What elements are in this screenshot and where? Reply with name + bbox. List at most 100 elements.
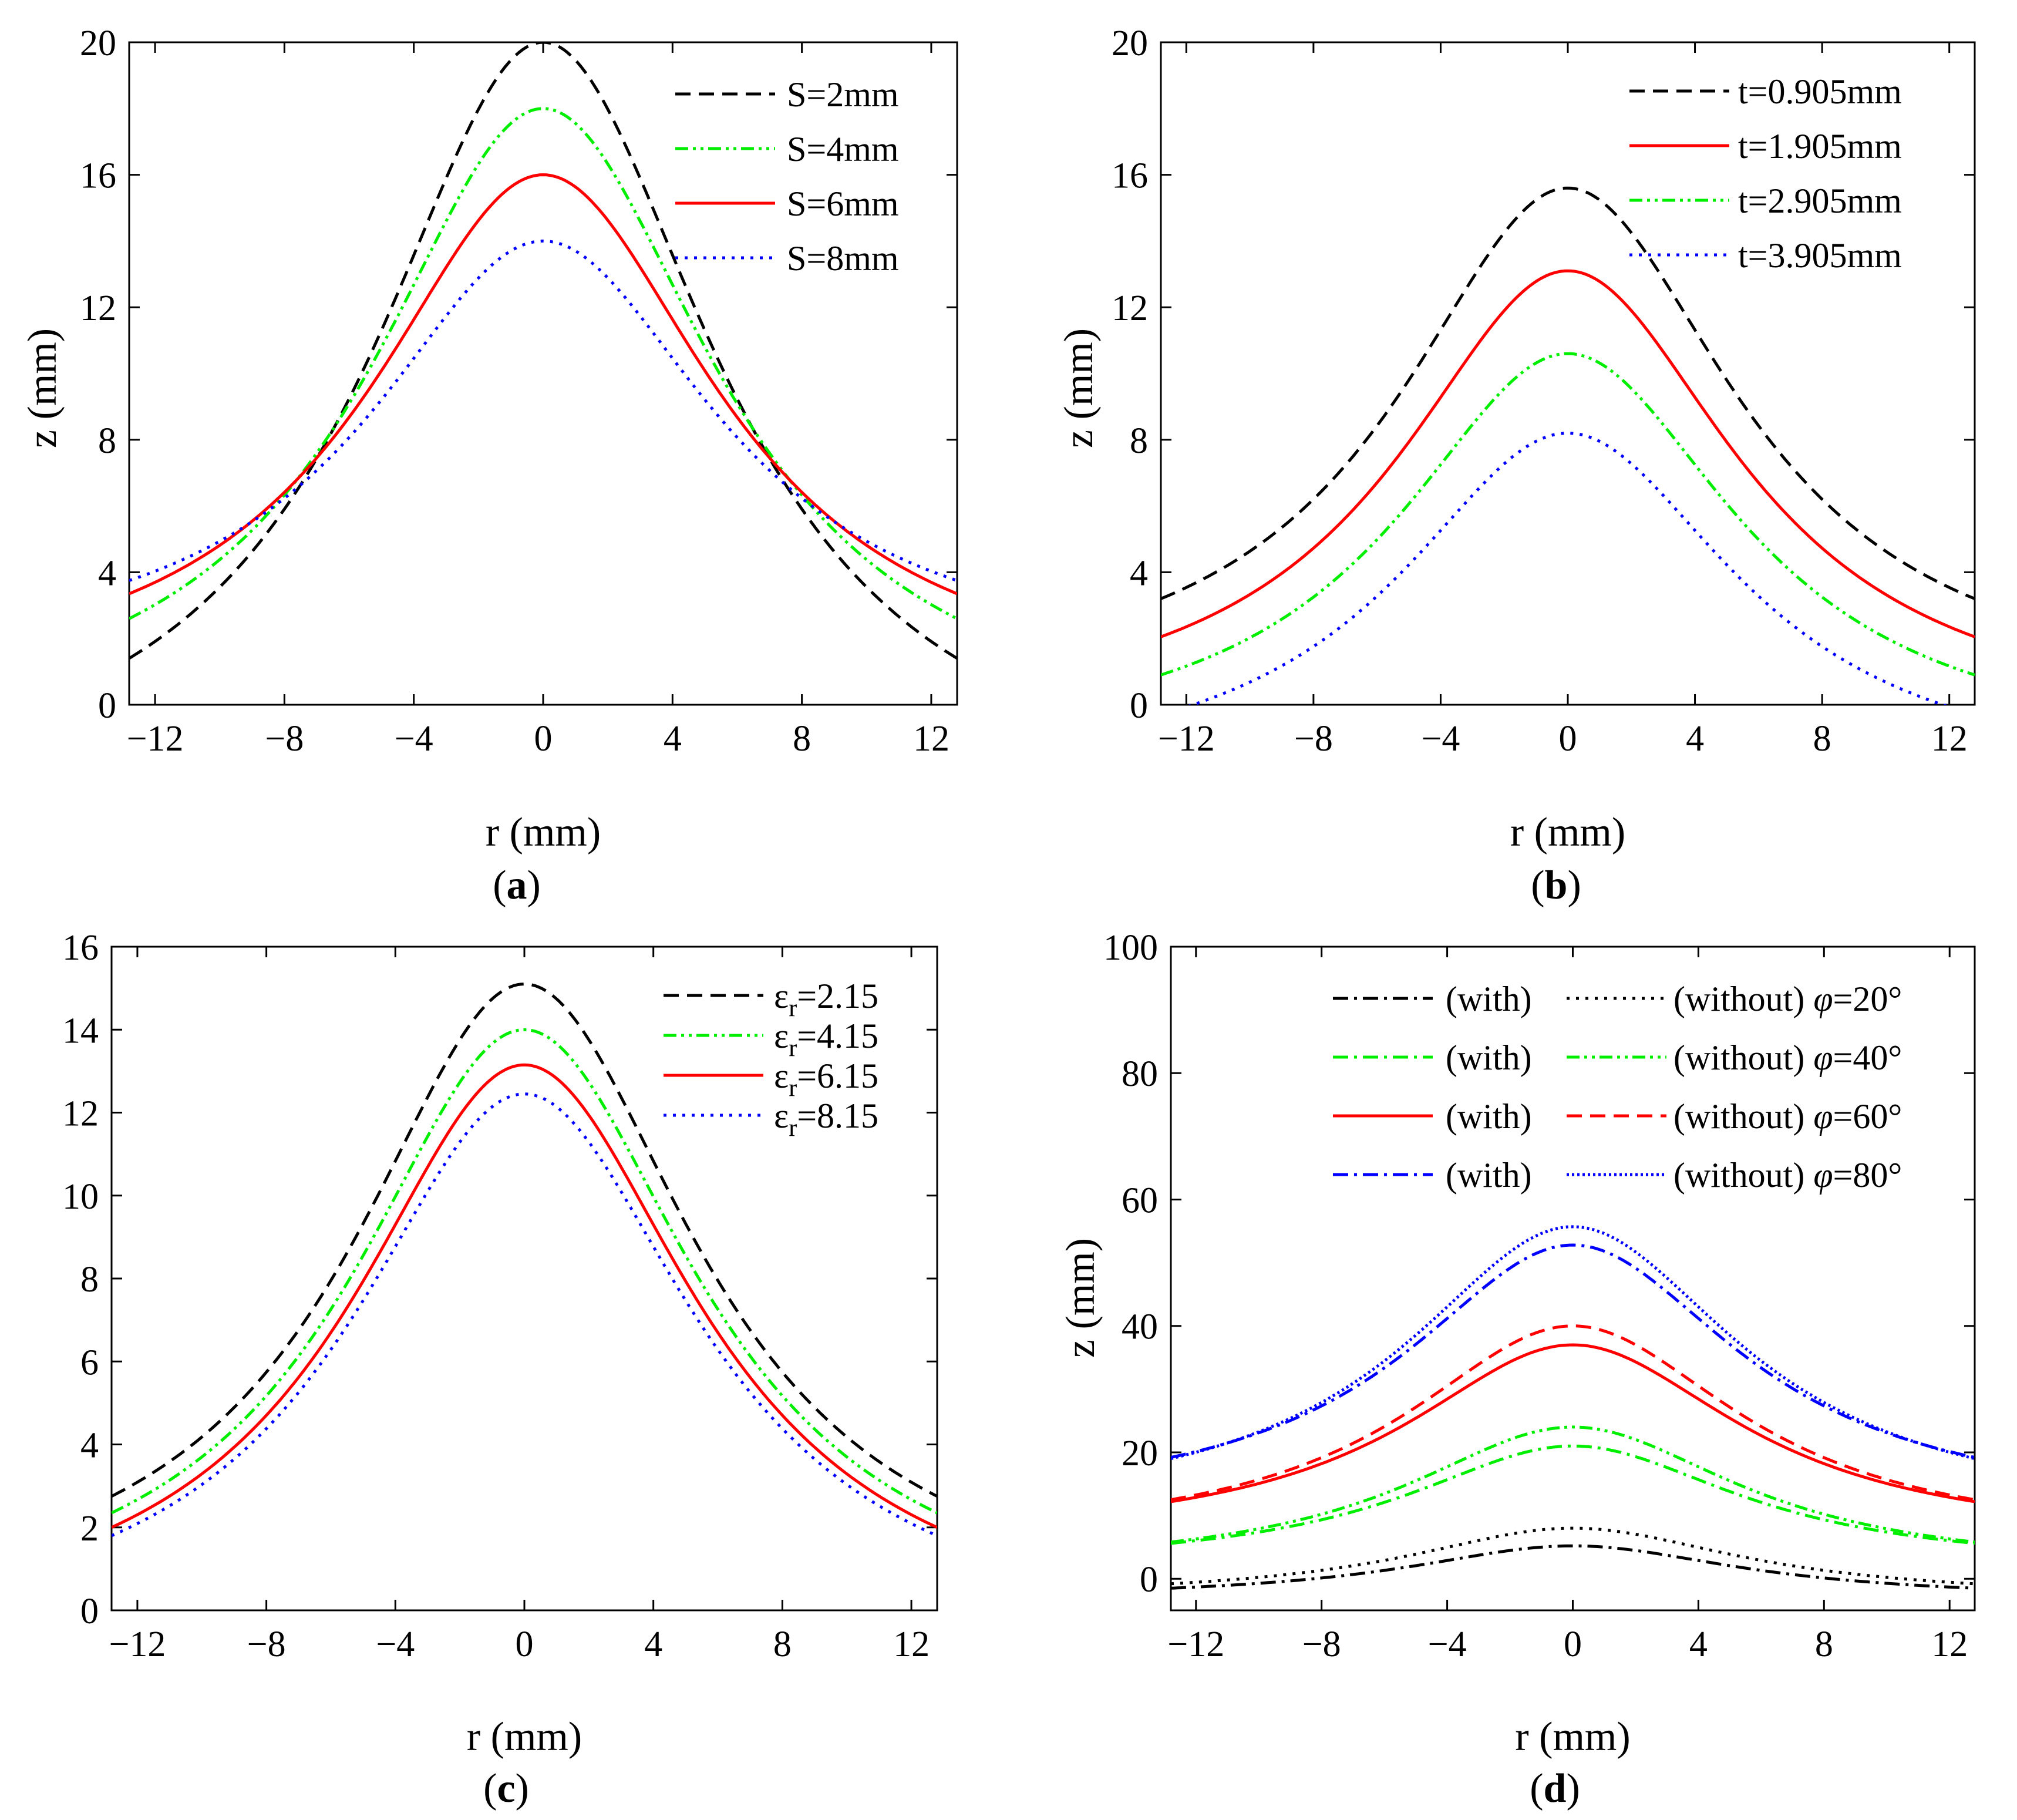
x-tick-label: 4 bbox=[644, 1624, 662, 1664]
y-tick-label: 8 bbox=[98, 421, 116, 461]
x-tick-label: 12 bbox=[893, 1624, 930, 1664]
series-line bbox=[112, 1028, 937, 1515]
x-tick-label: 12 bbox=[913, 719, 949, 759]
series-line bbox=[1161, 186, 1975, 600]
y-axis-label: z (mm) bbox=[1058, 1238, 1103, 1358]
legend-label: t=0.905mm bbox=[1738, 72, 1902, 111]
series-line bbox=[129, 239, 957, 582]
y-axis-label: z (mm) bbox=[1056, 328, 1102, 448]
legend-with-label: (with) bbox=[1446, 1038, 1532, 1077]
y-tick-label: 12 bbox=[1112, 288, 1148, 328]
legend-without-label: (without) φ=40° bbox=[1673, 1038, 1902, 1077]
series-line bbox=[1171, 1526, 1975, 1586]
y-tick-label: 10 bbox=[62, 1177, 99, 1217]
x-tick-label: 8 bbox=[793, 719, 811, 759]
x-tick-label: 0 bbox=[516, 1624, 534, 1664]
y-tick-label: 4 bbox=[98, 553, 116, 593]
x-axis-label: r (mm) bbox=[486, 810, 601, 855]
y-tick-label: 12 bbox=[62, 1094, 99, 1134]
x-tick-label: −12 bbox=[109, 1624, 166, 1664]
y-tick-label: 8 bbox=[80, 1260, 99, 1300]
x-tick-label: −12 bbox=[1158, 719, 1215, 759]
series-line bbox=[1161, 352, 1975, 677]
y-tick-label: 20 bbox=[1112, 23, 1148, 63]
y-tick-label: 8 bbox=[1130, 421, 1148, 461]
x-tick-label: −8 bbox=[1302, 1624, 1341, 1664]
x-axis-label: r (mm) bbox=[1510, 810, 1625, 855]
legend-label: S=8mm bbox=[787, 239, 899, 278]
x-tick-label: 0 bbox=[534, 719, 553, 759]
series-line bbox=[129, 173, 957, 596]
legend-with-label: (with) bbox=[1446, 980, 1532, 1018]
y-tick-label: 4 bbox=[1130, 553, 1148, 593]
y-tick-label: 40 bbox=[1122, 1307, 1158, 1347]
x-axis-label: r (mm) bbox=[467, 1714, 582, 1760]
y-tick-label: 14 bbox=[62, 1011, 99, 1051]
x-tick-label: 4 bbox=[1689, 1624, 1708, 1664]
x-tick-label: −8 bbox=[1294, 719, 1333, 759]
legend-label: t=3.905mm bbox=[1738, 236, 1902, 275]
x-tick-label: −4 bbox=[395, 719, 433, 759]
x-tick-label: −4 bbox=[376, 1624, 415, 1664]
y-tick-label: 2 bbox=[80, 1509, 99, 1549]
series-line bbox=[1171, 1243, 1975, 1459]
x-tick-label: −12 bbox=[1167, 1624, 1224, 1664]
panel-label: (b) bbox=[1531, 863, 1581, 908]
legend-label: S=2mm bbox=[787, 75, 899, 114]
x-tick-label: 8 bbox=[1813, 719, 1831, 759]
x-axis-label: r (mm) bbox=[1515, 1714, 1630, 1760]
x-tick-label: 0 bbox=[1559, 719, 1577, 759]
legend-without-label: (without) φ=20° bbox=[1673, 980, 1902, 1018]
y-tick-label: 20 bbox=[1122, 1434, 1158, 1474]
y-axis-label: z (mm) bbox=[20, 328, 65, 448]
legend-with-label: (with) bbox=[1446, 1097, 1532, 1136]
chart-panel-c: −12 −8 −4 0 4 8 12 0 2 4 6 8 10 12 14 16 r (mm) (c) εr=2.1… bbox=[62, 928, 938, 1811]
chart-panel-b: −12 −8 −4 0 4 8 12 0 4 8 12 16 20 r (mm) z (mm) (b) t=0.… bbox=[1056, 23, 1976, 908]
legend-label: S=6mm bbox=[787, 184, 899, 223]
y-tick-label: 16 bbox=[62, 928, 99, 968]
x-tick-label: 12 bbox=[1931, 719, 1968, 759]
y-tick-label: 20 bbox=[80, 23, 116, 63]
legend-with-label: (with) bbox=[1446, 1156, 1532, 1195]
series-line bbox=[112, 1063, 937, 1529]
x-tick-label: −12 bbox=[127, 719, 184, 759]
series-line bbox=[1171, 1544, 1975, 1590]
y-tick-label: 16 bbox=[80, 156, 116, 196]
series-line bbox=[1171, 1444, 1975, 1545]
y-tick-label: 0 bbox=[1130, 686, 1148, 726]
chart-panel-a: −12 −8 −4 0 4 8 12 0 4 8 12 16 20 r (mm) z (mm) (a) S=2m… bbox=[20, 23, 958, 908]
legend-label: t=2.905mm bbox=[1738, 181, 1902, 220]
x-tick-label: −4 bbox=[1428, 1624, 1467, 1664]
series-line bbox=[1171, 1225, 1975, 1461]
panel-label: (a) bbox=[493, 863, 541, 908]
series-line bbox=[129, 107, 957, 620]
y-tick-label: 12 bbox=[80, 288, 116, 328]
series-line bbox=[112, 1092, 937, 1538]
legend-label: t=1.905mm bbox=[1738, 127, 1902, 166]
series-line bbox=[1171, 1425, 1975, 1544]
legend-without-label: (without) φ=60° bbox=[1673, 1097, 1902, 1136]
series-line bbox=[112, 983, 937, 1498]
x-tick-label: 8 bbox=[773, 1624, 792, 1664]
legend-label: εr=2.15 bbox=[774, 977, 878, 1022]
legend-label: εr=8.15 bbox=[774, 1096, 878, 1142]
legend-label: εr=6.15 bbox=[774, 1057, 878, 1102]
chart-panel-d: −12 −8 −4 0 4 8 12 0 20 40 60 80 100 r (mm) z (mm) (d) (… bbox=[1058, 928, 1976, 1811]
y-tick-label: 100 bbox=[1103, 928, 1158, 968]
x-tick-label: 4 bbox=[664, 719, 682, 759]
x-tick-label: 12 bbox=[1931, 1624, 1968, 1664]
series-line bbox=[1171, 1343, 1975, 1503]
y-tick-label: 6 bbox=[80, 1343, 99, 1382]
y-tick-label: 0 bbox=[1140, 1560, 1158, 1600]
x-tick-label: −4 bbox=[1421, 719, 1460, 759]
panel-label: (d) bbox=[1530, 1766, 1580, 1811]
y-tick-label: 80 bbox=[1122, 1054, 1158, 1094]
y-tick-label: 0 bbox=[98, 686, 116, 726]
series-line bbox=[1161, 269, 1975, 638]
x-tick-label: −8 bbox=[247, 1624, 286, 1664]
y-tick-label: 0 bbox=[80, 1592, 99, 1631]
panel-label: (c) bbox=[483, 1766, 529, 1811]
y-tick-label: 60 bbox=[1122, 1180, 1158, 1220]
x-tick-label: 4 bbox=[1686, 719, 1704, 759]
